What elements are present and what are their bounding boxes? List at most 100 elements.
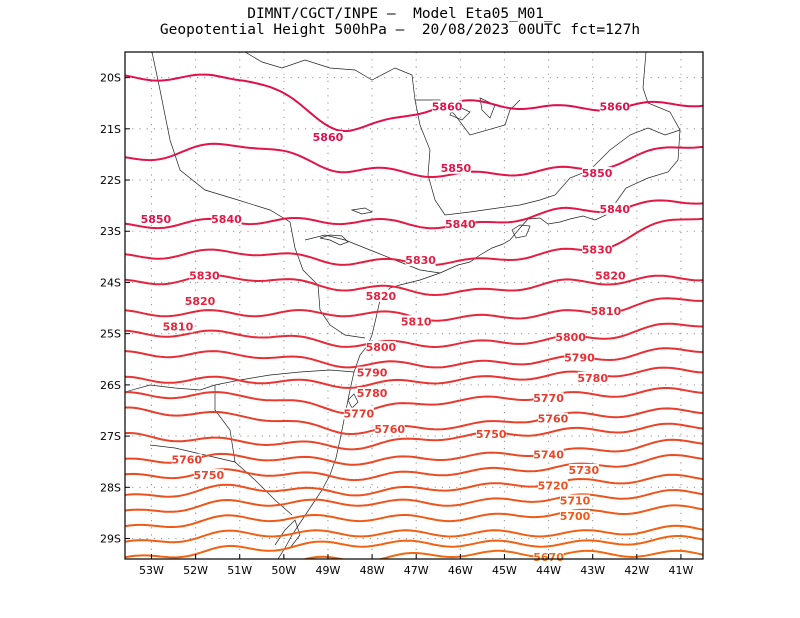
state-border-west	[151, 52, 366, 339]
contour-label-5810: 5810	[401, 315, 432, 328]
lat-tick-label: 23S	[100, 225, 121, 238]
contour-label-bg	[537, 412, 568, 425]
lat-tick-label: 29S	[100, 533, 121, 546]
contour-label-5840: 5840	[211, 213, 242, 226]
contour-label-5810: 5810	[591, 305, 622, 318]
contour-label-bg	[577, 371, 608, 384]
lon-tick-label: 53W	[139, 564, 164, 577]
contour-label-bg	[590, 305, 621, 318]
lon-tick-label: 45W	[492, 564, 517, 577]
contour-label-5730: 5730	[569, 464, 600, 477]
lat-tick-label: 25S	[100, 328, 121, 341]
lon-tick-label: 47W	[404, 564, 429, 577]
contour-label-5830: 5830	[582, 244, 613, 257]
contour-label-5820: 5820	[366, 290, 397, 303]
lat-tick-label: 24S	[100, 276, 121, 289]
contour-label-bg	[582, 166, 613, 179]
contour-line-5700	[125, 504, 703, 528]
contour-label-bg	[560, 510, 591, 523]
contour-label-bg	[582, 243, 613, 256]
contour-label-5760: 5760	[171, 454, 202, 467]
contour-labels: 5860 5860 5860 5850 5850 5850 5840 5840 5840 5830…	[141, 100, 630, 564]
lon-tick-label: 43W	[580, 564, 605, 577]
contour-label-5780: 5780	[577, 372, 608, 385]
contour-label-bg	[564, 351, 595, 364]
contour-label-bg	[555, 330, 586, 343]
contour-label-bg	[595, 269, 626, 282]
lat-tick-label: 20S	[100, 72, 121, 85]
contour-label-bg	[568, 463, 599, 476]
contour-label-5800: 5800	[366, 341, 397, 354]
contour-label-bg	[476, 428, 507, 441]
lat-tick-label: 22S	[100, 174, 121, 187]
title-line-2: Geopotential Height 500hPa – 20/08/2023 …	[159, 22, 641, 38]
state-border-pr-sc	[214, 369, 355, 386]
border-argentina	[125, 384, 236, 463]
lon-tick-label: 46W	[448, 564, 473, 577]
contour-label-bg	[312, 131, 343, 144]
lon-tick-label: 48W	[360, 564, 385, 577]
contour-label-5750: 5750	[476, 428, 507, 441]
contour-line-5760	[125, 406, 703, 436]
contour-line-5770	[125, 387, 703, 415]
contour-label-bg	[357, 387, 388, 400]
contour-label-5760: 5760	[538, 413, 569, 426]
contour-label-bg	[405, 253, 436, 266]
lat-tick-label: 26S	[100, 379, 121, 392]
guanabara-bay	[511, 224, 531, 239]
contour-line-5670	[301, 549, 703, 559]
contour-label-5830: 5830	[405, 254, 436, 267]
state-border-sp-pr	[304, 234, 441, 274]
contour-line-5750	[125, 422, 703, 451]
contour-label-5700: 5700	[560, 510, 591, 523]
contour-label-5790: 5790	[564, 351, 595, 364]
contour-label-5800: 5800	[555, 331, 586, 344]
contour-line-5740	[125, 438, 703, 466]
contour-label-bg	[445, 218, 476, 231]
lon-tick-label: 49W	[316, 564, 341, 577]
contour-label-5810: 5810	[163, 321, 194, 334]
contour-label-5790: 5790	[357, 367, 388, 380]
contour-label-5750: 5750	[194, 469, 225, 482]
contour-label-bg	[189, 269, 220, 282]
contour-line-5820	[125, 274, 703, 297]
lon-tick-label: 44W	[536, 564, 561, 577]
contour-line-5680	[125, 535, 703, 559]
lon-tick-label: 51W	[227, 564, 252, 577]
contour-label-5840: 5840	[599, 203, 630, 216]
contour-label-bg	[432, 100, 463, 113]
chart-title: DIMNT/CGCT/INPE – Model Eta05_M01_ Geopo…	[0, 6, 800, 38]
contour-label-5860: 5860	[313, 131, 344, 144]
island-sc	[347, 393, 359, 409]
title-line-1: DIMNT/CGCT/INPE – Model Eta05_M01_	[247, 6, 553, 22]
reservoir-1	[319, 234, 349, 246]
contour-label-bg	[374, 422, 405, 435]
contour-label-bg	[599, 100, 630, 113]
lat-tick-label: 21S	[100, 123, 121, 136]
contour-label-bg	[343, 407, 374, 420]
lat-tick-label: 28S	[100, 481, 121, 494]
contour-label-bg	[533, 392, 564, 405]
contour-label-bg	[365, 289, 396, 302]
contour-label-bg	[171, 453, 202, 466]
state-border-minas	[415, 99, 521, 136]
contour-label-5720: 5720	[538, 479, 569, 492]
contour-label-5850: 5850	[441, 162, 472, 175]
contour-label-bg	[560, 494, 591, 507]
contour-label-5710: 5710	[560, 495, 591, 508]
contour-line-5850	[125, 142, 703, 178]
lon-tick-label: 52W	[183, 564, 208, 577]
contour-label-5860: 5860	[599, 100, 630, 113]
contour-label-bg	[440, 161, 471, 174]
plot-frame	[124, 51, 704, 560]
contour-label-5740: 5740	[533, 449, 564, 462]
state-border-north	[244, 52, 681, 216]
lon-tick-label: 50W	[271, 564, 296, 577]
contour-label-bg	[537, 479, 568, 492]
contour-label-5820: 5820	[185, 295, 216, 308]
contour-label-bg	[599, 202, 630, 215]
brazil-coastline	[277, 52, 681, 559]
contour-label-5850: 5850	[582, 167, 613, 180]
coastlines-and-borders	[125, 52, 681, 559]
